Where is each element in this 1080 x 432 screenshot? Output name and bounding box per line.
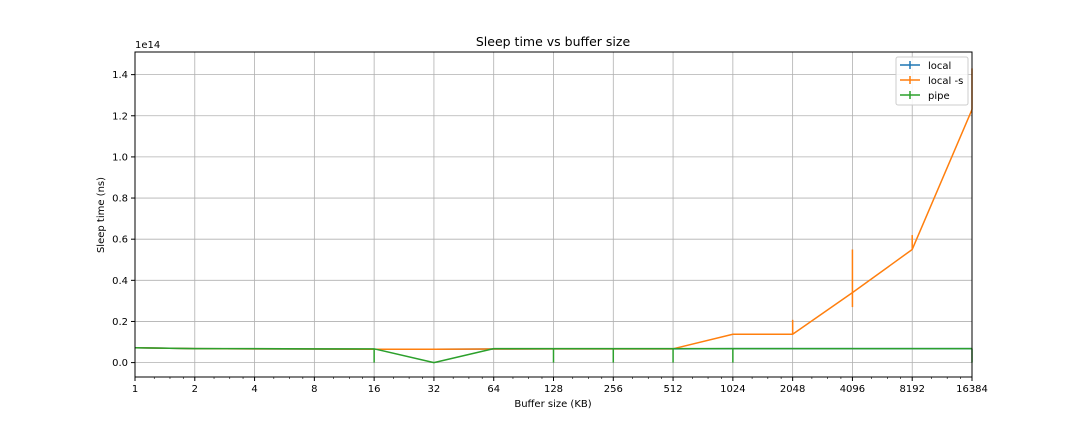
x-axis-label: Buffer size (KB)	[514, 399, 591, 410]
legend-label-local-s: local -s	[928, 76, 963, 87]
x-tick-label: 2048	[780, 384, 805, 395]
legend-entry-local-s: local -s	[900, 76, 963, 87]
legend-label-local: local	[928, 61, 951, 72]
legend: local local -s pipe	[895, 56, 969, 106]
x-tick-label: 32	[428, 384, 441, 395]
y-axis-ticks: 0.0 0.2 0.4 0.6 0.8 1.0 1.2 1.4	[112, 70, 135, 369]
chart-title: Sleep time vs buffer size	[476, 34, 631, 49]
x-axis-ticks: 1 2 4 8 16 32 64 128 256 512 1024 2048 4096 8192 16384	[132, 377, 988, 395]
legend-label-pipe: pipe	[928, 91, 950, 102]
x-tick-label: 4096	[840, 384, 865, 395]
x-tick-label: 2	[192, 384, 198, 395]
legend-entry-pipe: pipe	[900, 91, 950, 102]
x-tick-label: 256	[604, 384, 623, 395]
y-tick-label: 1.0	[112, 152, 128, 163]
y-tick-label: 0.6	[112, 235, 128, 246]
x-tick-label: 4	[251, 384, 257, 395]
x-tick-label: 1024	[720, 384, 745, 395]
y-tick-label: 0.0	[112, 358, 128, 369]
x-tick-label: 8	[311, 384, 317, 395]
x-tick-label: 8192	[899, 384, 924, 395]
legend-entry-local: local	[900, 61, 951, 72]
y-tick-label: 1.4	[112, 70, 128, 81]
y-tick-label: 0.2	[112, 317, 128, 328]
x-tick-label: 128	[544, 384, 563, 395]
y-tick-label: 0.8	[112, 194, 128, 205]
x-tick-label: 16384	[956, 384, 988, 395]
x-tick-label: 1	[132, 384, 138, 395]
y-tick-label: 0.4	[112, 276, 128, 287]
x-tick-label: 16	[368, 384, 381, 395]
y-tick-label: 1.2	[112, 111, 128, 122]
plot-series	[134, 68, 973, 364]
y-axis-offset-label: 1e14	[135, 40, 160, 51]
y-axis-label: Sleep time (ns)	[96, 177, 107, 253]
series-line-pipe	[134, 347, 972, 364]
x-tick-label: 512	[664, 384, 683, 395]
x-tick-label: 64	[487, 384, 500, 395]
legend-box	[895, 56, 969, 106]
